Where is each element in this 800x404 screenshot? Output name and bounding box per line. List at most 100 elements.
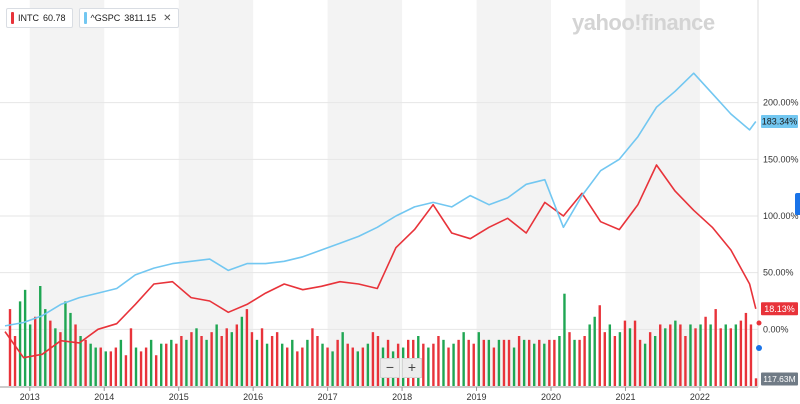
zoom-controls: − + [380, 358, 422, 378]
volume-bar [200, 336, 203, 386]
volume-bar [265, 343, 269, 386]
volume-bar [543, 343, 546, 386]
volume-bar [734, 324, 738, 386]
volume-bar [13, 336, 17, 386]
volume-bar [739, 320, 743, 386]
legend-symbol: ^GSPC [90, 13, 121, 23]
volume-bar [8, 309, 12, 386]
volume-bar [99, 347, 102, 386]
volume-bar [573, 339, 576, 386]
volume-bar [482, 339, 486, 386]
volume-bar [744, 312, 748, 386]
volume-bar [346, 343, 349, 386]
volume-bar [210, 332, 213, 386]
volume-label-bg [761, 372, 798, 386]
volume-bar [674, 320, 677, 386]
volume-bar [603, 332, 606, 386]
last-label-bg [761, 302, 798, 316]
volume-bar [477, 332, 480, 386]
volume-bar [321, 343, 324, 386]
volume-bar [235, 324, 239, 386]
volume-bar [507, 339, 511, 386]
y-tick-label: 150.00% [763, 154, 799, 164]
volume-bar [442, 339, 445, 386]
volume-bar [633, 320, 637, 386]
zoom-in-button[interactable]: + [402, 358, 422, 378]
right-panel-handle[interactable] [795, 193, 800, 215]
volume-bar [623, 320, 627, 386]
volume-bar [558, 336, 561, 386]
volume-bar [286, 347, 289, 386]
last-label-bg [761, 115, 798, 129]
intc-endpoint-marker [756, 320, 762, 326]
volume-bar [376, 336, 380, 386]
volume-bar [669, 324, 672, 386]
volume-bar [664, 328, 667, 386]
volume-bar [356, 351, 359, 386]
volume-bar [28, 324, 32, 386]
volume-bar [129, 328, 133, 386]
volume-bar [190, 332, 193, 386]
volume-bar [134, 347, 138, 386]
volume-bar [44, 309, 47, 386]
volume-bar [684, 336, 687, 386]
volume-bar [185, 339, 188, 386]
volume-bar [638, 339, 642, 386]
volume-bar [598, 305, 601, 386]
volume-bar [316, 336, 319, 386]
volume-bar [643, 343, 647, 386]
volume-bar [139, 351, 143, 386]
volume-bar [260, 328, 264, 386]
year-bands [29, 0, 700, 386]
volume-bar [165, 343, 168, 386]
volume-bar [341, 332, 344, 386]
volume-bar [366, 343, 370, 386]
volume-bar [659, 324, 662, 386]
x-tick-label: 2021 [615, 392, 635, 402]
y-tick-label: 100.00% [763, 211, 799, 221]
volume-bar [275, 332, 279, 386]
volume-bar [291, 339, 294, 386]
legend-symbol: INTC [18, 13, 39, 23]
volume-bar [255, 339, 259, 386]
legend-chip-gspc[interactable]: ^GSPC 3811.15 ✕ [78, 8, 179, 28]
y-tick-label: 50.00% [763, 268, 794, 278]
volume-bar [270, 336, 274, 386]
volume-bar [54, 328, 57, 386]
volume-bar [679, 324, 682, 386]
volume-bar [69, 312, 72, 386]
volume-bar [74, 324, 77, 386]
last-value-label: 183.34% [762, 117, 798, 127]
x-tick-label: 2015 [169, 392, 189, 402]
volume-bar [578, 339, 581, 386]
volume-bar [689, 324, 692, 386]
volume-bar [89, 343, 92, 386]
volume-bar [714, 309, 717, 386]
volume-bar [432, 343, 435, 386]
volume-bar [230, 332, 233, 386]
volume-bar [618, 332, 622, 386]
volume-bar [427, 347, 430, 386]
volume-bar [472, 343, 475, 386]
volume-bar [457, 339, 460, 386]
x-tick-label: 2014 [94, 392, 114, 402]
close-icon[interactable]: ✕ [163, 12, 172, 24]
volume-bar [175, 343, 178, 386]
legend-chip-intc[interactable]: INTC 60.78 [6, 8, 73, 28]
gspc-color-swatch [83, 12, 87, 24]
volume-bar [215, 324, 218, 386]
volume-bar [694, 328, 697, 386]
year-band [327, 0, 403, 386]
intc-color-swatch [11, 12, 14, 24]
volume-bar [492, 347, 496, 386]
zoom-out-button[interactable]: − [380, 358, 400, 378]
volume-bar [568, 332, 571, 386]
volume-bar [225, 328, 228, 386]
legend: INTC 60.78 ^GSPC 3811.15 ✕ [6, 8, 179, 28]
x-tick-label: 2022 [690, 392, 710, 402]
volume-bar [296, 351, 299, 386]
volume-bar [583, 336, 586, 386]
volume-bar [613, 336, 617, 386]
volume-value-label: 117.63M [763, 374, 795, 384]
